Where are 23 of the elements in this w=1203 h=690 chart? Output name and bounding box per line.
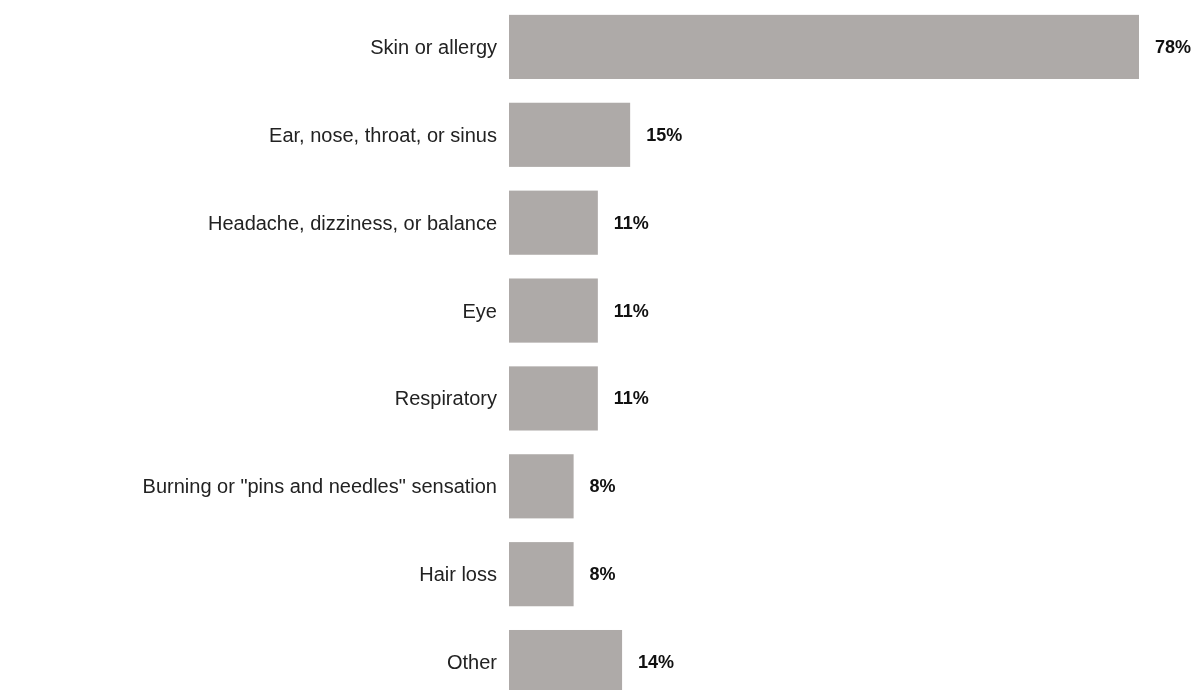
data-label: 11% — [613, 388, 649, 409]
y-tick-label: Skin or allergy — [370, 35, 497, 58]
y-tick-label: Other — [446, 651, 498, 674]
bar — [509, 14, 1139, 80]
y-tick-label: Hair loss — [419, 563, 497, 586]
data-label: 11% — [613, 212, 649, 233]
bar — [509, 542, 574, 607]
y-tick-label: Ear, nose, throat, or sinus — [269, 123, 497, 146]
y-tick-label: Headache, dizziness, or balance — [207, 211, 497, 234]
y-tick-label: Burning or "pins and needles" sensation — [142, 475, 497, 498]
data-label: 15% — [646, 124, 683, 145]
data-label: 11% — [613, 300, 649, 321]
data-label: 14% — [638, 652, 675, 673]
y-tick-label: Respiratory — [394, 387, 497, 410]
bar — [509, 278, 598, 343]
y-tick-label: Eye — [462, 299, 497, 322]
data-label: 78% — [1155, 36, 1192, 57]
bar — [509, 102, 631, 167]
data-label: 8% — [589, 476, 616, 497]
bar — [509, 366, 598, 431]
bar — [509, 190, 598, 255]
data-label: 8% — [589, 564, 616, 585]
bar — [509, 454, 574, 519]
